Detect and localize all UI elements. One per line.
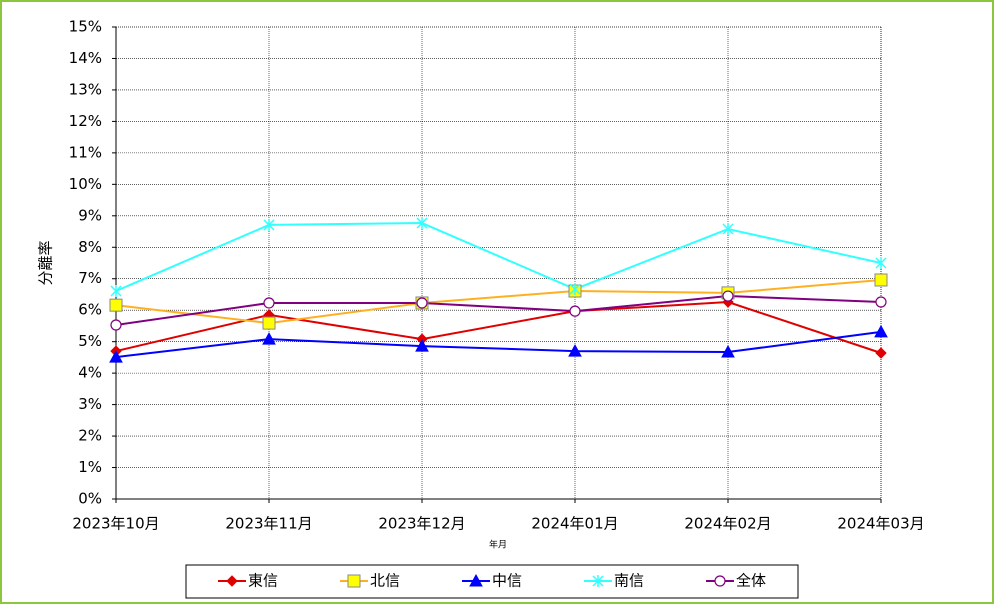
marker bbox=[110, 285, 122, 298]
marker bbox=[109, 350, 123, 363]
marker bbox=[347, 574, 361, 588]
series-line bbox=[115, 278, 882, 325]
plot-area bbox=[116, 27, 881, 499]
y-tick-label: 5% bbox=[78, 332, 102, 350]
y-tick-label: 0% bbox=[78, 490, 102, 508]
marker bbox=[416, 297, 428, 309]
x-tick-label: 2023年10月 bbox=[72, 515, 159, 533]
marker bbox=[110, 319, 122, 331]
marker bbox=[568, 344, 582, 357]
marker bbox=[263, 297, 275, 309]
marker bbox=[469, 573, 483, 587]
marker bbox=[415, 339, 429, 352]
marker bbox=[875, 257, 887, 269]
y-tick-label: 8% bbox=[78, 238, 102, 256]
y-tick-label: 14% bbox=[69, 49, 102, 67]
marker bbox=[569, 305, 581, 317]
y-tick-label: 7% bbox=[78, 269, 102, 287]
legend-label: 中信 bbox=[492, 572, 522, 590]
marker bbox=[875, 296, 887, 308]
y-tick-label: 12% bbox=[69, 112, 102, 130]
legend-label: 北信 bbox=[370, 572, 400, 590]
y-tick-label: 15% bbox=[69, 18, 102, 36]
y-tick-label: 2% bbox=[78, 427, 102, 445]
marker bbox=[714, 575, 726, 587]
x-tick-label: 2024年01月 bbox=[531, 515, 618, 533]
legend-label: 東信 bbox=[248, 572, 278, 590]
marker bbox=[721, 345, 735, 358]
x-tick-label: 2024年02月 bbox=[684, 515, 771, 533]
y-tick-label: 1% bbox=[78, 458, 102, 476]
marker bbox=[569, 283, 581, 296]
marker bbox=[875, 347, 887, 359]
x-tick-label: 2023年12月 bbox=[378, 515, 465, 533]
legend-label: 南信 bbox=[614, 572, 644, 590]
marker bbox=[109, 298, 123, 312]
marker bbox=[262, 316, 276, 330]
y-tick-label: 11% bbox=[69, 143, 102, 161]
legend-box bbox=[185, 564, 799, 599]
marker bbox=[722, 290, 734, 302]
legend-label: 全体 bbox=[736, 572, 766, 590]
marker bbox=[226, 575, 238, 587]
marker bbox=[722, 223, 734, 236]
x-tick-label: 2024年03月 bbox=[837, 515, 924, 533]
y-tick-label: 10% bbox=[69, 175, 102, 193]
marker bbox=[874, 324, 888, 338]
marker bbox=[592, 575, 604, 587]
marker bbox=[263, 218, 275, 231]
x-tick-label: 2023年11月 bbox=[225, 515, 312, 533]
y-tick-label: 6% bbox=[78, 301, 102, 319]
y-tick-label: 4% bbox=[78, 364, 102, 382]
series-line bbox=[115, 222, 882, 292]
marker bbox=[416, 217, 428, 230]
y-axis-label: 分離率 bbox=[37, 240, 55, 285]
series-line bbox=[115, 295, 882, 326]
marker bbox=[262, 332, 276, 345]
x-axis-label: 年月 bbox=[489, 539, 507, 551]
series-line bbox=[115, 330, 882, 359]
y-tick-label: 3% bbox=[78, 395, 102, 413]
marker bbox=[874, 273, 888, 287]
y-tick-label: 9% bbox=[78, 206, 102, 224]
y-tick-label: 13% bbox=[69, 80, 102, 98]
